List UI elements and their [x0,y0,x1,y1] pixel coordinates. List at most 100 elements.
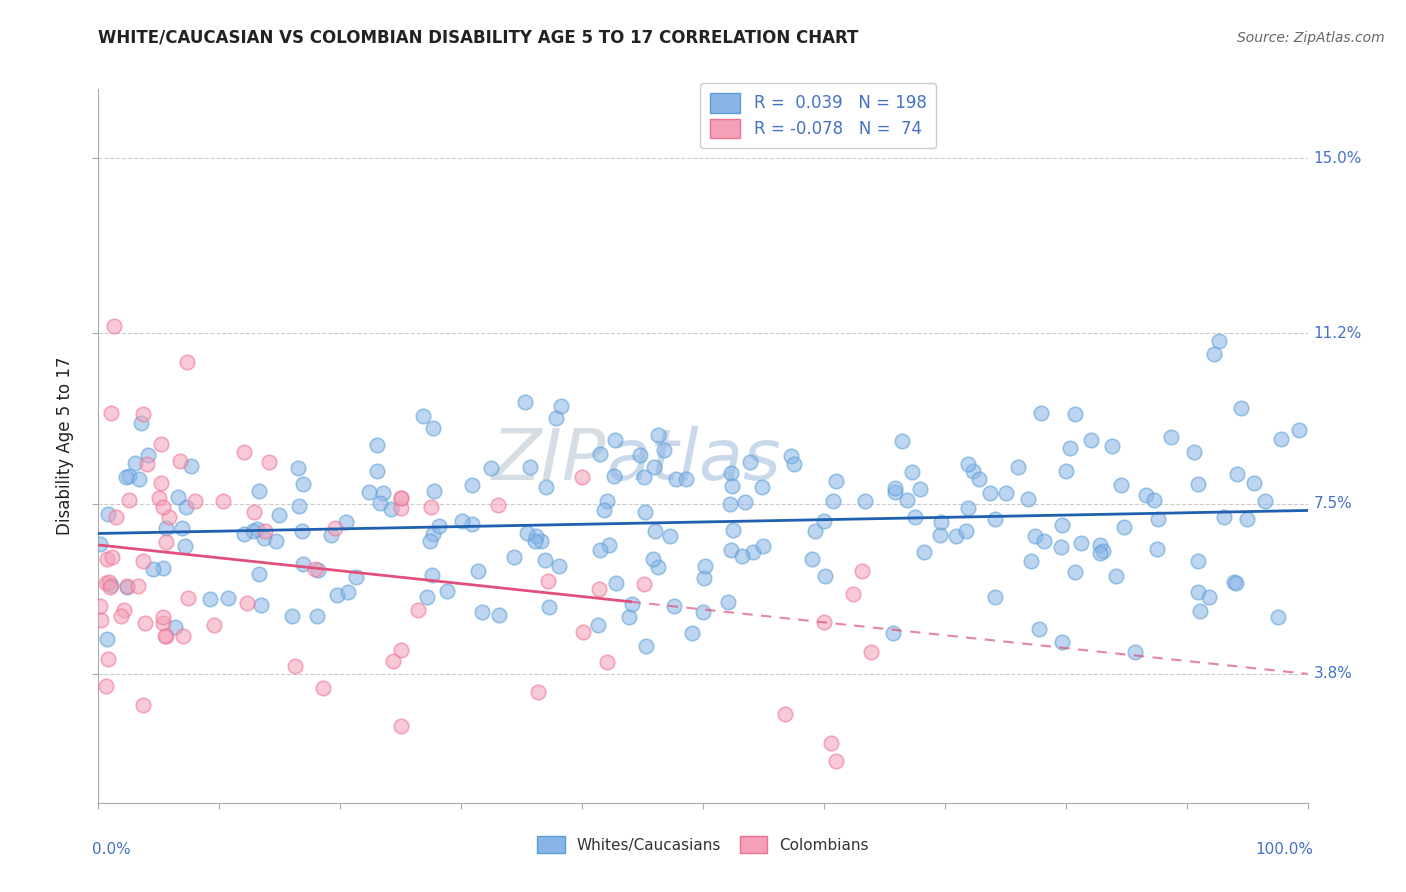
Point [422,526,444,541]
Point [112,603,135,617]
Point [641,552,664,566]
Point [695,559,717,574]
Point [323,520,346,534]
Point [336,585,359,599]
Point [957,457,980,471]
Point [312,805,335,819]
Point [281,609,304,624]
Point [152,500,174,515]
Point [633,470,655,484]
Point [172,521,194,535]
Point [291,477,314,491]
Point [617,609,640,624]
Point [1270,432,1292,446]
Point [1050,540,1073,554]
Point [775,706,797,721]
Point [742,545,765,559]
Point [368,496,391,510]
Point [232,444,254,458]
Point [486,498,509,512]
Point [242,524,264,539]
Text: Source: ZipAtlas.com: Source: ZipAtlas.com [1237,31,1385,45]
Point [841,587,863,601]
Point [534,553,557,567]
Point [929,528,952,542]
Point [633,577,655,591]
Point [321,528,343,542]
Point [823,494,845,508]
Point [1017,492,1039,507]
Point [720,543,742,558]
Point [152,609,174,624]
Point [813,615,835,629]
Point [1288,423,1310,437]
Point [526,685,548,699]
Point [537,574,560,588]
Point [962,464,984,478]
Point [292,557,315,571]
Point [98,580,121,594]
Point [1208,334,1230,348]
Point [155,535,177,549]
Point [104,510,127,524]
Point [1050,635,1073,649]
Point [1236,512,1258,526]
Text: atlas: atlas [606,425,780,495]
Point [652,442,675,457]
Point [155,521,177,535]
Point [371,485,394,500]
Point [855,494,877,508]
Point [1054,464,1077,478]
Point [717,595,740,609]
Point [681,626,703,640]
Point [1267,610,1289,624]
Point [152,616,174,631]
Point [658,529,681,543]
Point [419,533,441,548]
Point [665,472,688,486]
Point [994,486,1017,500]
Point [436,583,458,598]
Point [287,461,309,475]
Point [212,493,235,508]
Point [110,609,132,624]
Point [198,592,221,607]
Point [912,545,935,559]
Point [945,529,967,543]
Point [524,528,547,542]
Point [588,582,610,596]
Point [675,472,697,486]
Point [820,735,842,749]
Point [117,580,139,594]
Text: 0.0%: 0.0% [93,842,131,857]
Point [967,472,990,486]
Point [751,480,773,494]
Point [359,485,381,500]
Point [304,562,326,576]
Point [479,460,502,475]
Point [1213,510,1236,524]
Point [1223,575,1246,590]
Point [752,539,775,553]
Point [366,464,388,478]
Point [1064,408,1087,422]
Point [589,447,612,461]
Point [1123,645,1146,659]
Point [200,805,222,819]
Point [100,578,122,592]
Point [738,455,761,469]
Point [378,805,401,819]
Point [242,505,264,519]
Point [515,394,537,409]
Point [1019,554,1042,568]
Point [628,448,651,462]
Point [979,486,1001,500]
Point [148,491,170,506]
Point [150,475,173,490]
Point [127,579,149,593]
Point [131,698,153,712]
Point [420,500,443,514]
Point [97,507,120,521]
Point [1146,541,1168,556]
Point [103,318,125,333]
